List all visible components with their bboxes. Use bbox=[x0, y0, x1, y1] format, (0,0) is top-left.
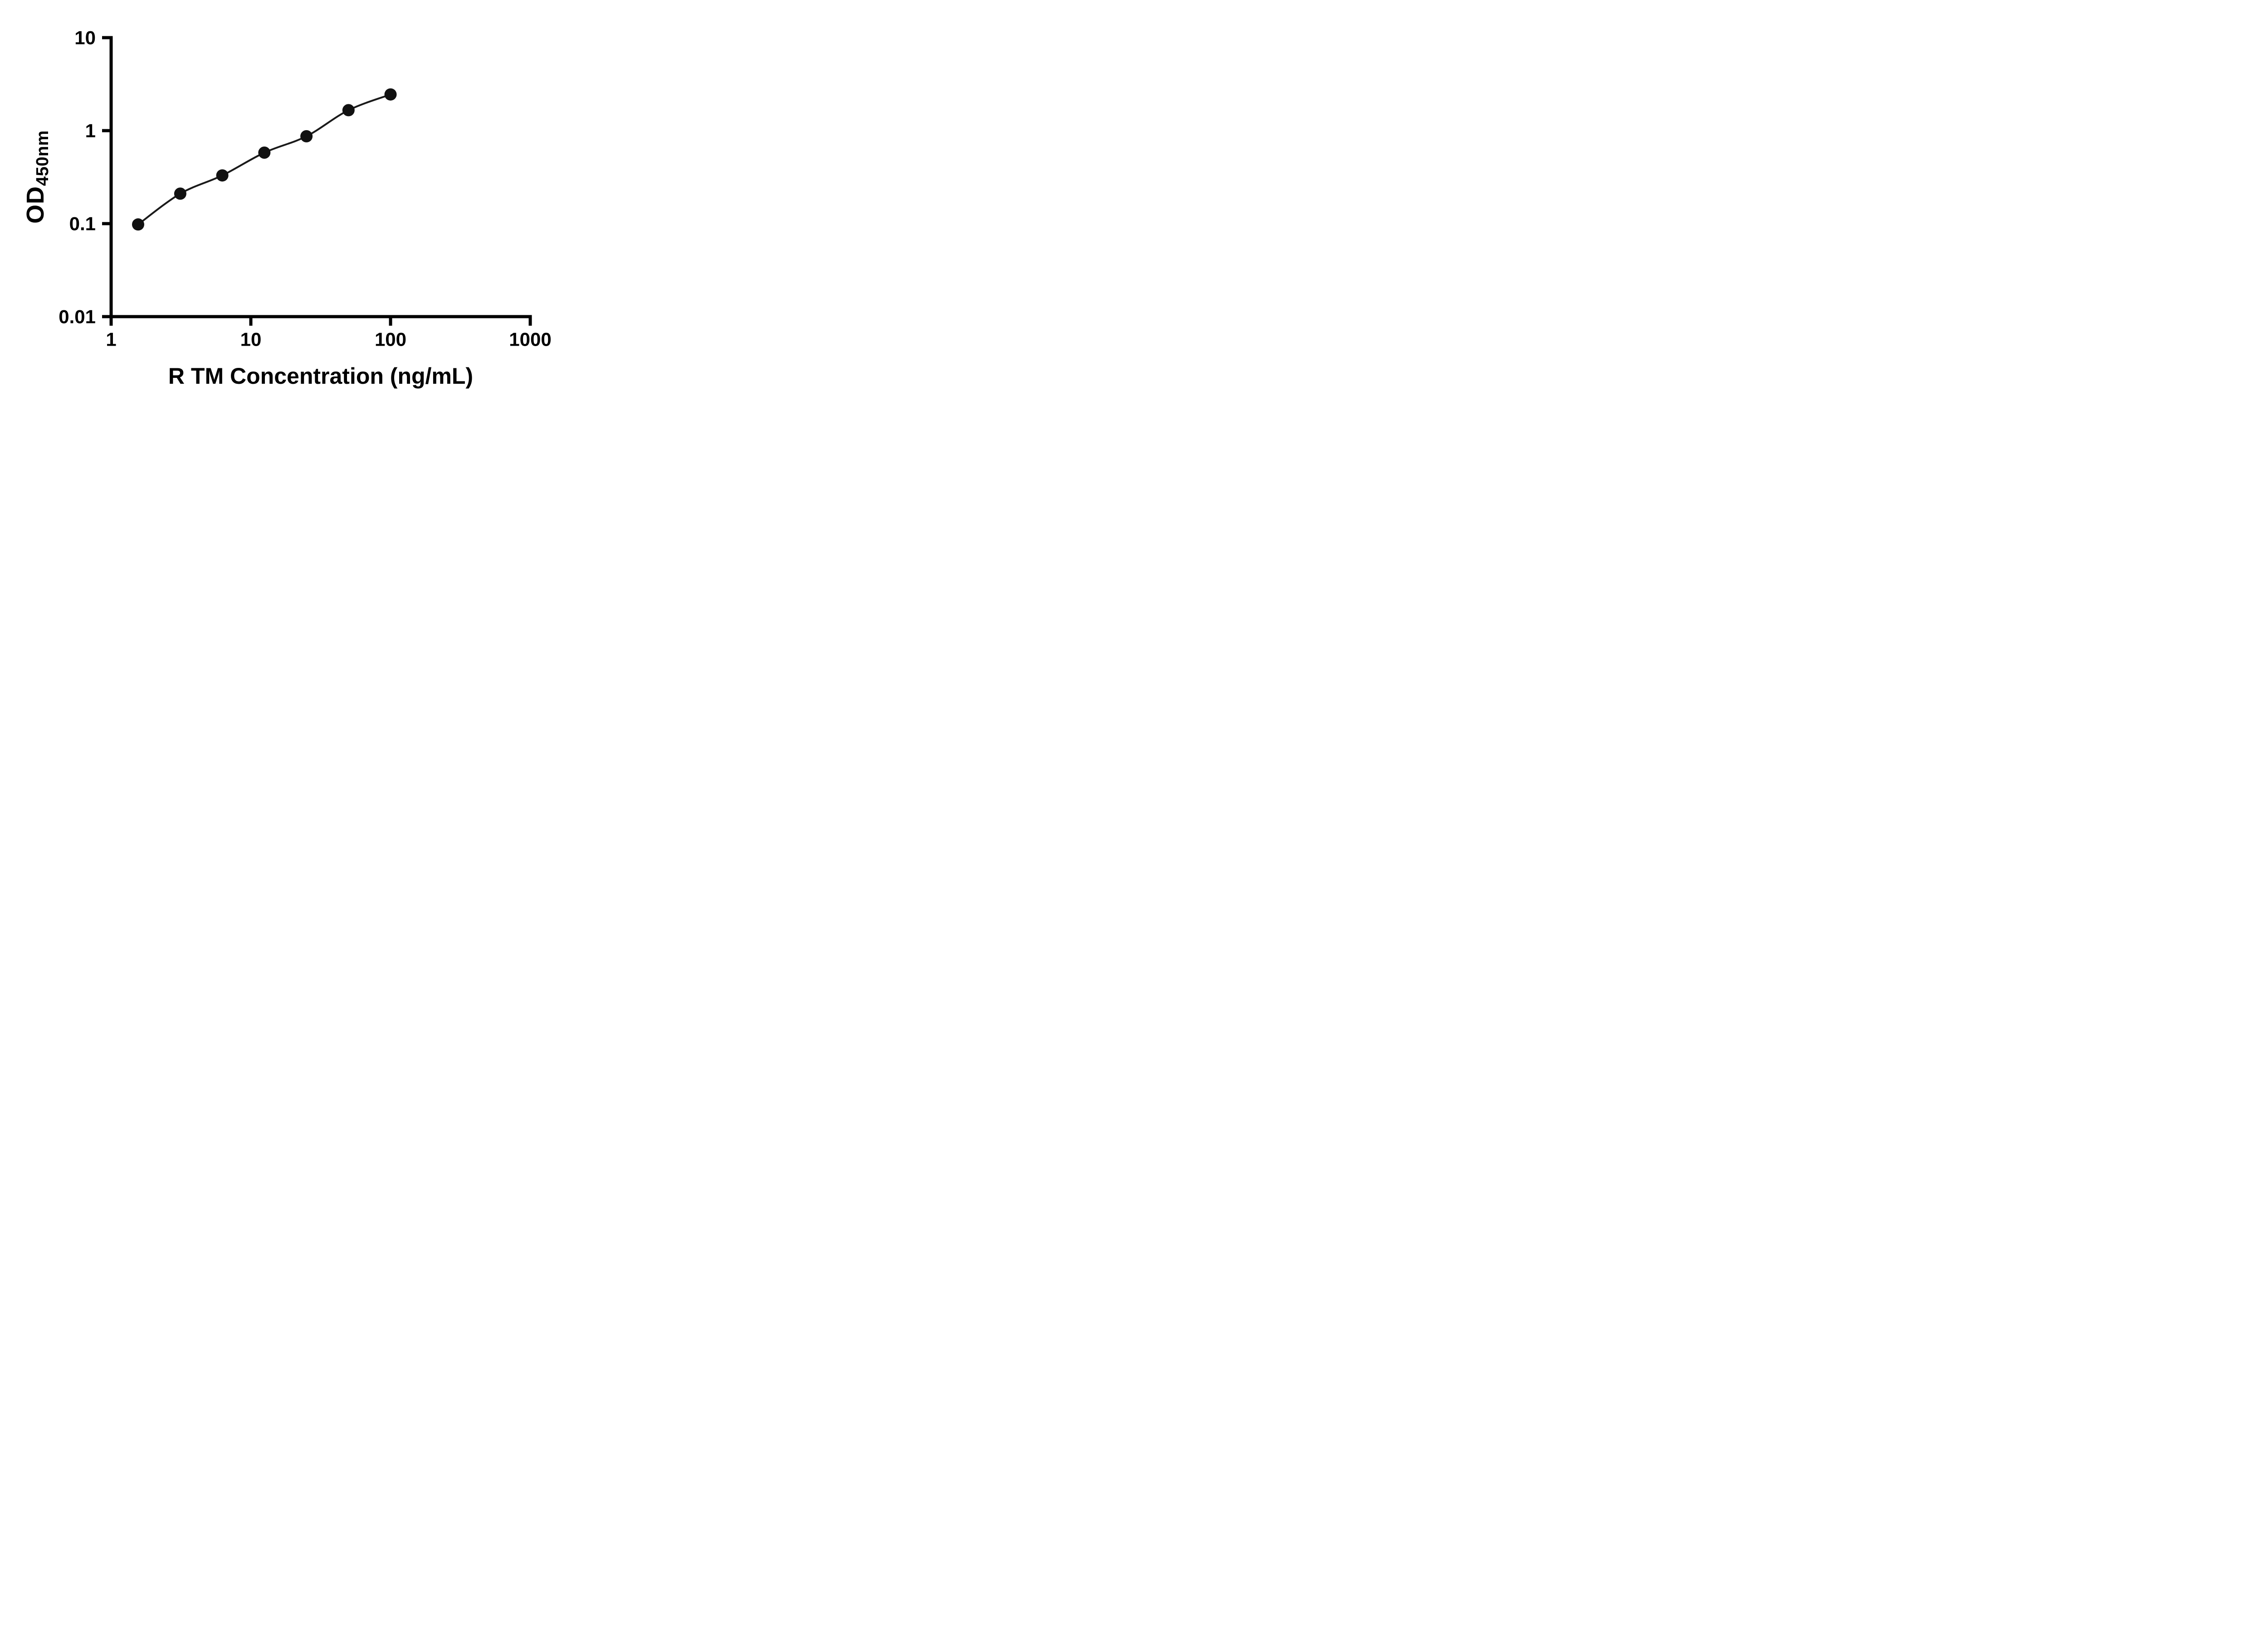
y-axis-label-subscript: 450nm bbox=[33, 130, 52, 186]
y-axis-tick-label: 1 bbox=[85, 120, 96, 142]
data-point bbox=[174, 187, 186, 200]
x-axis-tick-label: 10 bbox=[240, 328, 262, 350]
x-axis-tick-label: 1 bbox=[106, 328, 116, 350]
y-axis-tick-label: 0.01 bbox=[59, 306, 96, 328]
data-point bbox=[342, 104, 355, 117]
x-axis-label: R TM Concentration (ng/mL) bbox=[168, 363, 474, 389]
y-axis-tick-label: 0.1 bbox=[69, 213, 96, 235]
data-point bbox=[258, 147, 271, 159]
data-point bbox=[216, 169, 229, 182]
data-point bbox=[300, 130, 313, 142]
y-axis-tick-label: 10 bbox=[74, 27, 96, 49]
axis-line bbox=[109, 36, 532, 318]
data-point bbox=[384, 88, 397, 101]
y-axis-label-main: OD bbox=[22, 186, 49, 224]
y-axis-label: OD450nm bbox=[21, 130, 52, 224]
chart-canvas: 1 10 100 1000 0.01 0.1 1 10 bbox=[59, 27, 551, 350]
elisa-standard-curve-figure: 1 10 100 1000 0.01 0.1 1 10 OD450nm R TM Concen… bbox=[0, 0, 583, 408]
x-axis-tick-label: 1000 bbox=[509, 328, 551, 350]
x-axis-tick-label: 100 bbox=[375, 328, 406, 350]
data-point bbox=[132, 218, 144, 231]
